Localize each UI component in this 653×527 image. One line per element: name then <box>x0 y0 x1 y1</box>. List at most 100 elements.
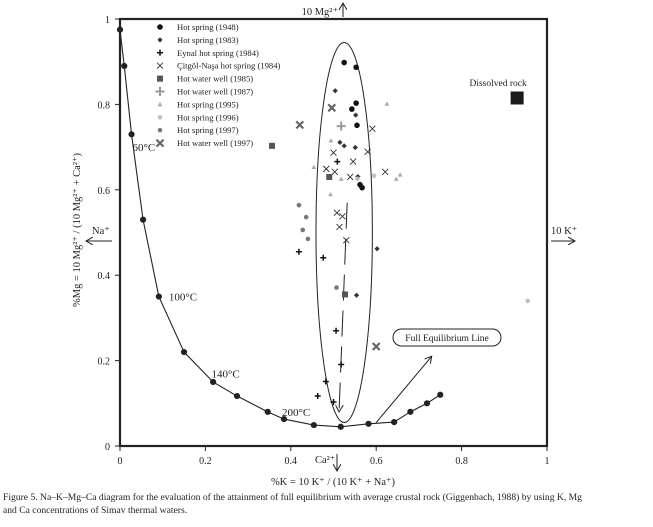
legend-marker <box>156 62 164 70</box>
x-axis-label: %K = 10 K⁺ / (10 K⁺ + Na⁺) <box>271 477 396 488</box>
curve-point <box>391 418 398 426</box>
data-point <box>384 101 390 106</box>
data-point <box>338 176 344 181</box>
y-tick-label: 0.6 <box>98 186 111 197</box>
data-point <box>328 191 333 197</box>
data-point <box>374 246 380 252</box>
data-point <box>330 399 337 406</box>
legend-label: Hot water well (1997) <box>177 138 253 148</box>
full-equilibrium-box <box>392 328 502 347</box>
legend-label: Hot spring (1948) <box>177 22 239 32</box>
data-point <box>339 212 346 220</box>
data-point <box>352 144 358 151</box>
series-7 <box>354 173 531 304</box>
data-point <box>334 285 339 290</box>
y-axis-label: %Mg = 10 Mg²⁺ / (10 Mg²⁺ + Ca²⁺) <box>72 153 83 307</box>
data-point <box>334 158 341 165</box>
legend-label: Hot spring (1996) <box>177 112 239 122</box>
series-8 <box>296 202 339 290</box>
legend-marker <box>157 37 163 43</box>
curve-point <box>139 216 147 223</box>
legend-label: Hot spring (1995) <box>177 99 239 109</box>
data-point <box>336 223 343 231</box>
data-point <box>322 378 329 385</box>
temperature-label: 60°C <box>133 142 156 154</box>
series-4 <box>269 142 349 298</box>
curve-point <box>280 415 288 423</box>
y-tick-label: 0.2 <box>98 357 111 368</box>
x-tick-label: 0.8 <box>455 456 468 467</box>
caption-line-2: and Ca concentrations of Simav thermal w… <box>3 504 188 516</box>
plot-frame <box>118 17 549 448</box>
x-tick-label: 1 <box>545 456 550 467</box>
corner-label-left: Na⁺ <box>92 226 110 237</box>
data-point <box>369 125 376 133</box>
data-point <box>353 64 359 71</box>
data-point <box>300 227 306 233</box>
curve-point <box>116 26 124 33</box>
trend-arrow <box>339 202 348 412</box>
data-point <box>353 292 360 298</box>
y-tick-label: 0.4 <box>98 271 111 282</box>
legend-label: Çitgöl-Naşa hot spring (1984) <box>177 61 280 71</box>
data-point <box>303 214 309 220</box>
x-tick-label: 0.6 <box>370 456 383 467</box>
data-point <box>349 158 357 165</box>
data-point <box>393 176 399 181</box>
data-point <box>353 112 359 118</box>
data-point <box>525 298 531 304</box>
series-2 <box>295 158 345 406</box>
data-point <box>371 173 377 179</box>
curve-point <box>337 423 344 430</box>
legend-marker <box>157 49 163 56</box>
legend: Hot spring (1948) Hot spring (1983) Eynal … <box>155 22 280 148</box>
legend-marker <box>157 24 163 30</box>
y-tick-label: 1 <box>105 15 110 26</box>
data-points <box>269 59 531 406</box>
data-point <box>354 176 360 182</box>
series-9 <box>295 103 381 351</box>
legend-marker <box>157 127 163 133</box>
data-point <box>320 254 327 261</box>
caption-line-1: Figure 5. Na–K–Mg–Ca diagram for the eva… <box>3 492 582 503</box>
series-1 <box>332 88 380 298</box>
y-tick-label: 0 <box>105 442 110 453</box>
curve-point <box>209 378 217 386</box>
equilibrium-curve: 60°C 100°C 140°C 200°C <box>116 26 444 430</box>
annotations: Dissolved rock Full Equilibrium Line <box>315 41 527 424</box>
curve-point <box>310 421 317 429</box>
data-point <box>322 165 330 173</box>
x-tick-label: 0.2 <box>199 456 212 467</box>
data-point <box>341 143 347 149</box>
y-tick-label: 0.8 <box>98 100 111 111</box>
legend-label: Hot spring (1983) <box>177 35 239 45</box>
series-0 <box>341 59 365 191</box>
temperature-label: 140°C <box>212 368 240 380</box>
curve-point <box>155 293 162 300</box>
data-point <box>341 59 347 66</box>
curve-point <box>121 62 128 70</box>
legend-label: Hot water well (1985) <box>177 74 253 84</box>
legend-marker <box>157 101 163 107</box>
axes <box>115 17 549 451</box>
data-point <box>330 149 337 156</box>
series-5 <box>336 121 346 131</box>
series-3 <box>322 125 389 244</box>
curve-point <box>233 392 241 400</box>
corner-label-right: 10 K⁺ <box>551 226 577 237</box>
corner-label-bottom: Ca²⁺ <box>315 455 335 466</box>
data-point <box>353 100 359 106</box>
data-point <box>332 88 338 94</box>
legend-label: Hot spring (1997) <box>177 125 239 135</box>
data-point <box>327 103 337 113</box>
tick-labels: 0 0.2 0.4 0.6 0.8 1 0 0.2 0.4 0.6 0.8 1 <box>98 15 550 467</box>
data-point <box>295 120 305 130</box>
curve-point <box>180 348 188 356</box>
data-point <box>338 361 345 368</box>
data-point <box>346 173 354 181</box>
data-point <box>295 248 302 255</box>
legend-marker <box>157 114 163 120</box>
dissolved-rock-marker <box>510 91 524 105</box>
data-point <box>342 236 350 244</box>
